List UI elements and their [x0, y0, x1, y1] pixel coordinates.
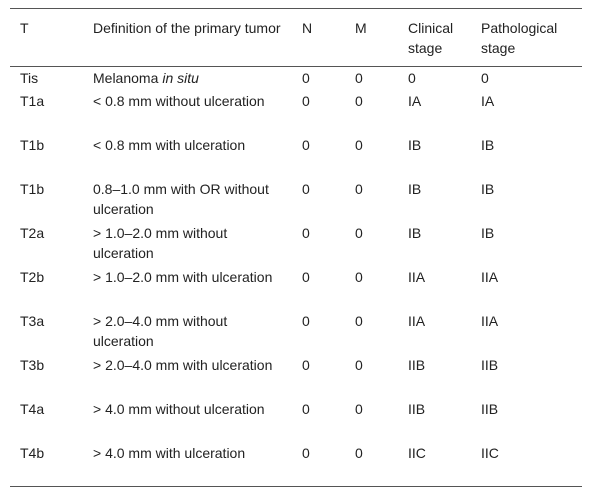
table-cell: > 4.0 mm with ulceration	[93, 445, 246, 461]
table-cell: T1a	[20, 93, 45, 109]
table-cell: 0	[302, 225, 310, 241]
table-cell: 0	[355, 181, 363, 197]
table-body: Tis Melanoma in situ 0 0 0 0 T1a < 0.8 mm withou…	[10, 67, 582, 487]
column-header: N	[302, 20, 313, 36]
table-cell: IB	[408, 137, 422, 153]
staging-table: T Definition of the primary tumor N M Clinic…	[10, 8, 582, 487]
table-cell: < 0.8 mm with ulceration	[93, 137, 246, 153]
table-cell: IIC	[408, 445, 426, 461]
table-cell: T2b	[20, 269, 45, 285]
table-cell: T4b	[20, 445, 45, 461]
table-row: T3a > 2.0–4.0 mm without ulceration 0 0 IIA I…	[10, 310, 582, 354]
table-cell: T2a	[20, 225, 45, 241]
table-cell: 0	[302, 313, 310, 329]
table-row: Tis Melanoma in situ 0 0 0 0	[10, 67, 582, 91]
table-row: T1a < 0.8 mm without ulceration 0 0 IA IA	[10, 90, 582, 134]
table-cell: 0	[302, 70, 310, 86]
table-cell: 0	[302, 269, 310, 285]
table-cell: 0	[355, 445, 363, 461]
table-row: T4a > 4.0 mm without ulceration 0 0 IIB IIB	[10, 398, 582, 442]
table-cell: IB	[481, 225, 495, 241]
cell-italic-text: in situ	[162, 70, 199, 86]
cell-text: Melanoma	[93, 70, 159, 86]
table-cell: IA	[408, 93, 422, 109]
table-cell: IA	[481, 93, 495, 109]
column-header: Clinical stage	[408, 20, 454, 56]
table-cell: T1b	[20, 181, 45, 197]
table-cell: 0	[302, 137, 310, 153]
table-cell: IB	[481, 181, 495, 197]
table-cell: 0.8–1.0 mm with OR without ulceration	[93, 181, 269, 217]
table-cell: 0	[481, 70, 489, 86]
table-cell: 0	[355, 313, 363, 329]
table-cell: IIB	[481, 357, 499, 373]
table-cell: 0	[302, 181, 310, 197]
table-cell: IB	[408, 225, 422, 241]
table-cell: 0	[355, 269, 363, 285]
table-cell: IIA	[408, 313, 426, 329]
table-row: T4b > 4.0 mm with ulceration 0 0 IIC IIC	[10, 442, 582, 487]
table-cell: IB	[481, 137, 495, 153]
table-cell: T1b	[20, 137, 45, 153]
table-cell: Melanoma in situ	[83, 67, 292, 91]
table-cell: T3b	[20, 357, 45, 373]
column-header: T	[20, 20, 29, 36]
table-cell: IIB	[408, 357, 426, 373]
table-cell: > 2.0–4.0 mm without ulceration	[93, 313, 228, 349]
table-row: T2a > 1.0–2.0 mm without ulceration 0 0 IB IB	[10, 222, 582, 266]
table-row: T1b 0.8–1.0 mm with OR without ulceration…	[10, 178, 582, 222]
table-cell: IIA	[408, 269, 426, 285]
table-cell: IIA	[481, 313, 499, 329]
table-cell: 0	[302, 357, 310, 373]
table-cell: IIB	[481, 401, 499, 417]
table-cell: 0	[355, 137, 363, 153]
table-row: T3b > 2.0–4.0 mm with ulceration 0 0 IIB IIB	[10, 354, 582, 398]
table-cell: 0	[355, 93, 363, 109]
column-header: M	[355, 20, 367, 36]
table-cell: 0	[302, 93, 310, 109]
table-cell: 0	[302, 445, 310, 461]
table-cell: 0	[408, 70, 416, 86]
table-cell: > 1.0–2.0 mm without ulceration	[93, 225, 228, 261]
table-cell: 0	[355, 70, 363, 86]
table-cell: IB	[408, 181, 422, 197]
table-cell: Tis	[20, 70, 39, 86]
header-row: T Definition of the primary tumor N M Clinic…	[10, 8, 582, 67]
table-cell: > 1.0–2.0 mm with ulceration	[93, 269, 273, 285]
table-cell: T3a	[20, 313, 45, 329]
table-cell: > 4.0 mm without ulceration	[93, 401, 265, 417]
table-cell: 0	[355, 401, 363, 417]
table-cell: 0	[355, 357, 363, 373]
table-cell: T4a	[20, 401, 45, 417]
table-cell: < 0.8 mm without ulceration	[93, 93, 265, 109]
table-row: T1b < 0.8 mm with ulceration 0 0 IB IB	[10, 134, 582, 178]
column-header: Definition of the primary tumor	[93, 20, 281, 36]
table-cell: 0	[355, 225, 363, 241]
table-row: T2b > 1.0–2.0 mm with ulceration 0 0 IIA IIA	[10, 266, 582, 310]
table-cell: 0	[302, 401, 310, 417]
column-header: Pathological stage	[481, 20, 558, 56]
table-cell: IIA	[481, 269, 499, 285]
table-cell: IIC	[481, 445, 499, 461]
table-cell: > 2.0–4.0 mm with ulceration	[93, 357, 273, 373]
table-cell: IIB	[408, 401, 426, 417]
